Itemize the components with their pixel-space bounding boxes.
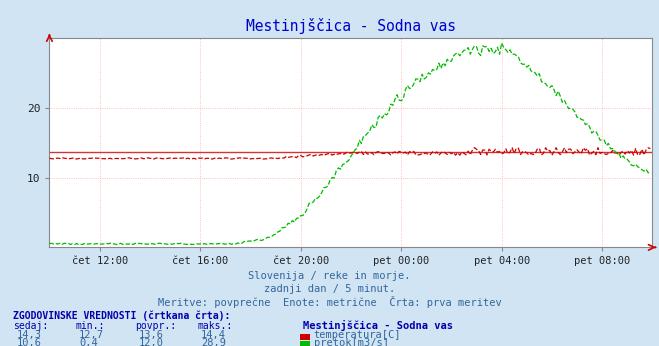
- Text: 14,4: 14,4: [201, 330, 226, 340]
- Text: sedaj:: sedaj:: [13, 321, 48, 331]
- Text: ZGODOVINSKE VREDNOSTI (črtkana črta):: ZGODOVINSKE VREDNOSTI (črtkana črta):: [13, 310, 231, 321]
- Text: 10,6: 10,6: [16, 338, 42, 346]
- Text: zadnji dan / 5 minut.: zadnji dan / 5 minut.: [264, 284, 395, 294]
- Text: 0,4: 0,4: [79, 338, 98, 346]
- Text: maks.:: maks.:: [198, 321, 233, 331]
- Text: Mestinjščica - Sodna vas: Mestinjščica - Sodna vas: [303, 320, 453, 331]
- Text: povpr.:: povpr.:: [135, 321, 176, 331]
- Text: 12,7: 12,7: [79, 330, 104, 340]
- Text: Meritve: povprečne  Enote: metrične  Črta: prva meritev: Meritve: povprečne Enote: metrične Črta:…: [158, 296, 501, 308]
- Text: 28,9: 28,9: [201, 338, 226, 346]
- Title: Mestinjščica - Sodna vas: Mestinjščica - Sodna vas: [246, 18, 456, 34]
- Text: 12,0: 12,0: [138, 338, 163, 346]
- Text: Slovenija / reke in morje.: Slovenija / reke in morje.: [248, 271, 411, 281]
- Text: 13,6: 13,6: [138, 330, 163, 340]
- Text: min.:: min.:: [76, 321, 105, 331]
- Text: temperatura[C]: temperatura[C]: [314, 330, 401, 340]
- Text: 14,3: 14,3: [16, 330, 42, 340]
- Text: pretok[m3/s]: pretok[m3/s]: [314, 338, 389, 346]
